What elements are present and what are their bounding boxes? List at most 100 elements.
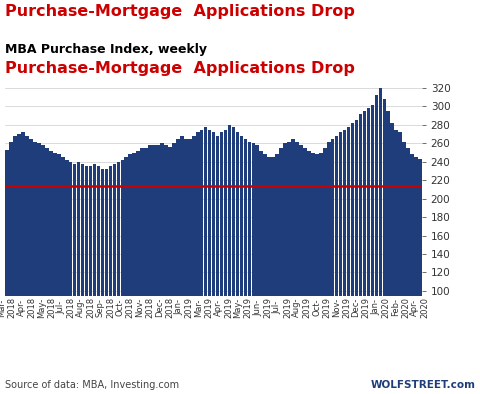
Bar [105,169,108,383]
Bar [101,169,104,383]
Bar [299,145,303,383]
Bar [120,160,124,383]
Bar [33,141,37,383]
Bar [156,145,160,383]
Bar [228,125,231,383]
Bar [248,141,251,383]
Bar [291,139,295,383]
Bar [335,136,338,383]
Bar [236,132,239,383]
Bar [243,139,247,383]
Bar [168,147,172,383]
Text: Purchase-Mortgage  Applications Drop: Purchase-Mortgage Applications Drop [5,4,355,19]
Bar [200,130,204,383]
Bar [96,166,100,383]
Bar [343,130,347,383]
Bar [10,141,13,383]
Bar [386,111,390,383]
Bar [85,166,88,383]
Bar [224,130,228,383]
Bar [196,132,200,383]
Bar [271,157,275,383]
Bar [136,151,140,383]
Bar [402,141,406,383]
Bar [172,143,176,383]
Bar [164,145,168,383]
Bar [311,152,314,383]
Bar [188,139,192,383]
Bar [108,166,112,383]
Bar [283,143,287,383]
Bar [21,132,25,383]
Bar [303,148,307,383]
Bar [395,130,398,383]
Bar [331,139,335,383]
Bar [29,139,33,383]
Bar [255,145,259,383]
Bar [264,154,267,383]
Bar [220,132,223,383]
Bar [45,148,48,383]
Bar [61,157,64,383]
Bar [410,154,414,383]
Bar [295,141,299,383]
Bar [339,132,342,383]
Bar [363,111,366,383]
Bar [192,136,195,383]
Bar [216,136,219,383]
Bar [315,154,319,383]
Bar [359,114,362,383]
Bar [379,88,382,383]
Bar [232,127,235,383]
Bar [367,108,370,383]
Bar [89,166,92,383]
Bar [5,150,9,383]
Text: MBA Purchase Index, weekly: MBA Purchase Index, weekly [5,43,207,56]
Bar [327,141,331,383]
Bar [184,139,188,383]
Bar [160,143,164,383]
Bar [212,132,216,383]
Bar [41,145,45,383]
Bar [129,154,132,383]
Bar [53,152,57,383]
Bar [307,151,311,383]
Bar [176,139,180,383]
Bar [148,145,152,383]
Bar [57,154,60,383]
Bar [69,162,72,383]
Bar [117,162,120,383]
Text: WOLFSTREET.com: WOLFSTREET.com [370,380,475,390]
Bar [279,148,283,383]
Bar [390,123,394,383]
Bar [374,95,378,383]
Bar [267,157,271,383]
Text: Source of data: MBA, Investing.com: Source of data: MBA, Investing.com [5,380,179,390]
Bar [132,152,136,383]
Bar [77,162,81,383]
Bar [252,143,255,383]
Bar [37,143,41,383]
Bar [319,152,323,383]
Bar [260,151,263,383]
Bar [398,132,402,383]
Bar [347,127,350,383]
Bar [323,148,326,383]
Bar [140,148,144,383]
Bar [113,164,116,383]
Bar [371,105,374,383]
Bar [414,157,418,383]
Bar [276,154,279,383]
Bar [418,159,422,383]
Bar [17,134,21,383]
Bar [287,141,291,383]
Bar [355,120,358,383]
Bar [208,130,211,383]
Bar [180,136,184,383]
Bar [383,99,386,383]
Bar [240,136,243,383]
Bar [81,164,84,383]
Bar [65,160,69,383]
Bar [144,148,148,383]
Bar [13,136,17,383]
